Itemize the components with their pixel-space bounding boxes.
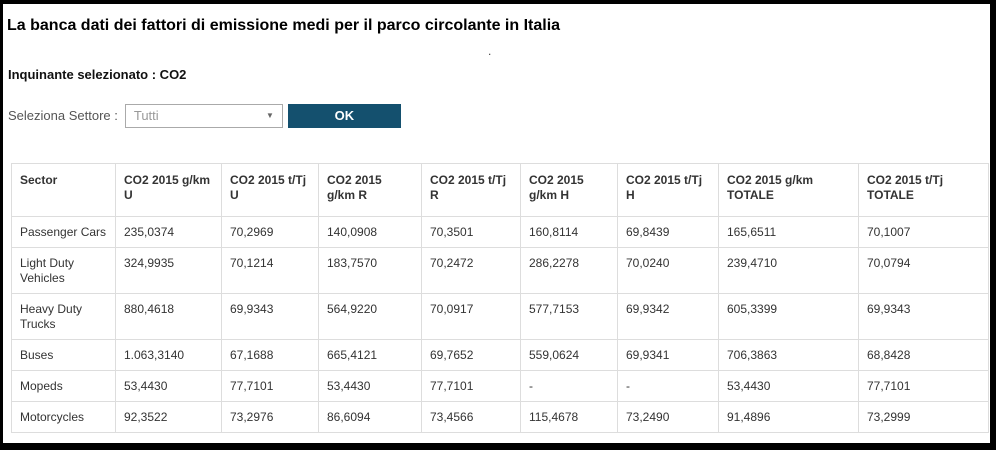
value-cell: 73,4566 xyxy=(421,401,521,433)
value-cell: 53,4430 xyxy=(718,370,859,402)
column-header-2: CO2 2015 t/Tj U xyxy=(221,163,319,217)
value-cell: 70,0240 xyxy=(617,247,719,294)
value-cell: - xyxy=(617,370,719,402)
value-cell: 324,9935 xyxy=(115,247,222,294)
value-cell: 86,6094 xyxy=(318,401,422,433)
table-row: Heavy Duty Trucks 880,4618 69,9343 564,9220… xyxy=(11,293,989,340)
sector-select[interactable]: Tutti ▼ xyxy=(124,103,283,128)
sector-cell: Buses xyxy=(11,339,116,371)
value-cell: 69,9343 xyxy=(221,293,319,340)
value-cell: 235,0374 xyxy=(115,216,222,248)
ok-button[interactable]: OK xyxy=(287,103,401,128)
column-header-3: CO2 2015 g/km R xyxy=(318,163,422,217)
value-cell: 70,3501 xyxy=(421,216,521,248)
value-cell: 564,9220 xyxy=(318,293,422,340)
value-cell: 165,6511 xyxy=(718,216,859,248)
sector-cell: Passenger Cars xyxy=(11,216,116,248)
value-cell: 70,0917 xyxy=(421,293,521,340)
value-cell: 67,1688 xyxy=(221,339,319,371)
value-cell: 880,4618 xyxy=(115,293,222,340)
sector-select-label: Seleziona Settore : xyxy=(8,108,118,123)
value-cell: 239,4710 xyxy=(718,247,859,294)
value-cell: 77,7101 xyxy=(421,370,521,402)
value-cell: 70,2969 xyxy=(221,216,319,248)
value-cell: 69,9343 xyxy=(858,293,989,340)
value-cell: 183,7570 xyxy=(318,247,422,294)
value-cell: 77,7101 xyxy=(858,370,989,402)
value-cell: 73,2976 xyxy=(221,401,319,433)
value-cell: 70,1214 xyxy=(221,247,319,294)
sector-cell: Motorcycles xyxy=(11,401,116,433)
value-cell: 53,4430 xyxy=(318,370,422,402)
table-row: Motorcycles 92,3522 73,2976 86,6094 73,4566 1… xyxy=(11,401,989,433)
value-cell: 286,2278 xyxy=(520,247,618,294)
value-cell: 53,4430 xyxy=(115,370,222,402)
table-row: Buses 1.063,3140 67,1688 665,4121 69,7652 559… xyxy=(11,339,989,371)
value-cell: 69,9342 xyxy=(617,293,719,340)
column-header-8: CO2 2015 t/Tj TOTALE xyxy=(858,163,989,217)
value-cell: 70,1007 xyxy=(858,216,989,248)
value-cell: 73,2490 xyxy=(617,401,719,433)
stray-dot: . xyxy=(488,44,492,58)
column-header-5: CO2 2015 g/km H xyxy=(520,163,618,217)
value-cell: - xyxy=(520,370,618,402)
value-cell: 92,3522 xyxy=(115,401,222,433)
column-header-6: CO2 2015 t/Tj H xyxy=(617,163,719,217)
value-cell: 91,4896 xyxy=(718,401,859,433)
value-cell: 69,9341 xyxy=(617,339,719,371)
column-header-1: CO2 2015 g/km U xyxy=(115,163,222,217)
chevron-down-icon: ▼ xyxy=(265,111,274,120)
emission-factors-table: Sector CO2 2015 g/km U CO2 2015 t/Tj U CO2 … xyxy=(11,163,989,433)
sector-cell: Heavy Duty Trucks xyxy=(11,293,116,340)
table-row: Mopeds 53,4430 77,7101 53,4430 77,7101- -53,4… xyxy=(11,370,989,402)
sector-cell: Light Duty Vehicles xyxy=(11,247,116,294)
value-cell: 73,2999 xyxy=(858,401,989,433)
selected-pollutant-text: Inquinante selezionato : CO2 xyxy=(8,67,187,82)
table-header-row: Sector CO2 2015 g/km U CO2 2015 t/Tj U CO2 … xyxy=(11,163,989,217)
value-cell: 69,8439 xyxy=(617,216,719,248)
value-cell: 115,4678 xyxy=(520,401,618,433)
sector-filter-controls: Seleziona Settore : Tutti ▼ OK xyxy=(8,103,401,128)
value-cell: 160,8114 xyxy=(520,216,618,248)
value-cell: 577,7153 xyxy=(520,293,618,340)
value-cell: 68,8428 xyxy=(858,339,989,371)
value-cell: 77,7101 xyxy=(221,370,319,402)
value-cell: 70,2472 xyxy=(421,247,521,294)
column-header-4: CO2 2015 t/Tj R xyxy=(421,163,521,217)
value-cell: 140,0908 xyxy=(318,216,422,248)
value-cell: 70,0794 xyxy=(858,247,989,294)
value-cell: 665,4121 xyxy=(318,339,422,371)
table-row: Light Duty Vehicles 324,9935 70,1214 183,75… xyxy=(11,247,989,294)
page-title: La banca dati dei fattori di emissione m… xyxy=(7,16,561,34)
column-header-0: Sector xyxy=(11,163,116,217)
sector-cell: Mopeds xyxy=(11,370,116,402)
sector-select-value: Tutti xyxy=(133,108,159,123)
value-cell: 69,7652 xyxy=(421,339,521,371)
value-cell: 559,0624 xyxy=(520,339,618,371)
column-header-7: CO2 2015 g/km TOTALE xyxy=(718,163,859,217)
value-cell: 706,3863 xyxy=(718,339,859,371)
table-row: Passenger Cars 235,0374 70,2969 140,0908 70,… xyxy=(11,216,989,248)
value-cell: 605,3399 xyxy=(718,293,859,340)
value-cell: 1.063,3140 xyxy=(115,339,222,371)
